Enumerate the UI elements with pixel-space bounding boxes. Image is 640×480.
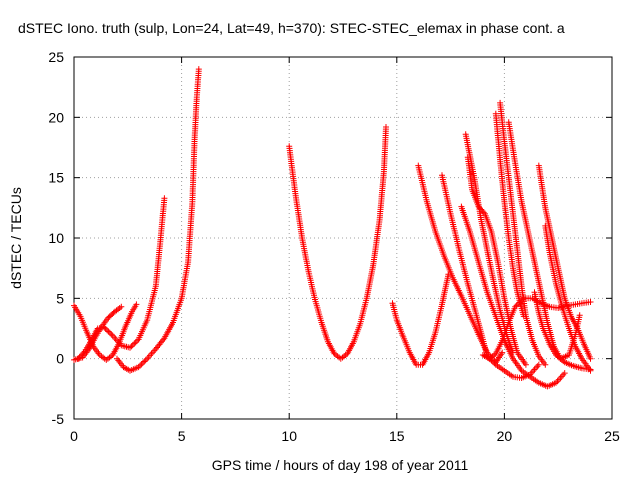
y-tick-label: 10 [48, 230, 64, 246]
tick-labels: 0 5 10 15 20 25 -5 0 5 10 15 20 25 [48, 49, 620, 444]
data-point [133, 301, 140, 308]
data-point [137, 362, 143, 369]
data-point [576, 312, 583, 319]
data-point [513, 302, 520, 309]
data-point [195, 66, 202, 73]
series-pass-f [389, 271, 452, 368]
data-point [108, 331, 115, 338]
series-pass-c [75, 195, 168, 362]
data-point [128, 343, 135, 350]
x-axis-label: GPS time / hours of day 198 of year 2011 [212, 457, 469, 473]
y-tick-label: 5 [56, 290, 64, 306]
data-point [542, 361, 549, 368]
data-point [587, 299, 594, 305]
data-point [106, 329, 113, 336]
x-tick-label: 15 [389, 428, 405, 444]
data-point [561, 370, 568, 377]
data-point [535, 361, 542, 368]
data-point [587, 366, 594, 373]
data-point [499, 349, 506, 356]
y-tick-label: 15 [48, 170, 64, 186]
x-tick-label: 20 [497, 428, 513, 444]
series-pass-p [535, 162, 594, 362]
data-point [512, 303, 519, 310]
data-point [479, 208, 486, 214]
series-pass-d [114, 66, 202, 374]
y-tick-label: -5 [52, 411, 65, 427]
data-point [522, 361, 529, 368]
x-tick-label: 0 [70, 428, 78, 444]
data-point [520, 313, 527, 320]
data-point [587, 355, 594, 362]
chart-title: dSTEC Iono. truth (sulp, Lon=24, Lat=49,… [18, 20, 565, 36]
series-pass-h [439, 172, 542, 381]
series-pass-l [479, 295, 594, 362]
data-point [491, 360, 498, 367]
y-tick-label: 20 [48, 109, 64, 125]
data-markers [71, 66, 594, 390]
axis-ticks [73, 56, 613, 420]
data-point [383, 124, 389, 130]
series-pass-r [531, 289, 594, 373]
y-tick-label: 0 [56, 351, 64, 367]
series-pass-e [286, 124, 389, 362]
data-point [79, 351, 86, 358]
x-tick-label: 10 [281, 428, 297, 444]
data-point [131, 340, 138, 347]
x-tick-label: 5 [178, 428, 186, 444]
data-point [132, 339, 139, 346]
data-point [118, 303, 125, 310]
data-point [139, 359, 146, 366]
data-point [76, 354, 83, 361]
series-pass-q [542, 222, 594, 374]
data-point [141, 358, 148, 365]
series-pass-n [492, 110, 527, 320]
data-point [135, 364, 142, 371]
y-tick-label: 25 [48, 49, 64, 65]
data-point [161, 195, 168, 202]
data-point [127, 344, 133, 351]
x-tick-label: 25 [604, 428, 620, 444]
data-point [104, 327, 110, 334]
data-point [102, 325, 109, 332]
series-pass-m [497, 99, 549, 368]
y-axis-label: dSTEC / TECUs [8, 187, 24, 289]
